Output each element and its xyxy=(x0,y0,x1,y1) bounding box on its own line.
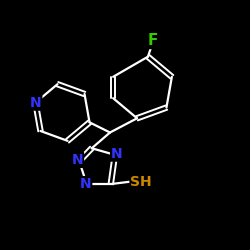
Text: N: N xyxy=(30,96,41,110)
Text: N: N xyxy=(111,147,123,161)
Text: N: N xyxy=(72,153,83,167)
Text: SH: SH xyxy=(130,174,152,188)
Text: N: N xyxy=(80,177,91,191)
Text: F: F xyxy=(148,33,158,48)
